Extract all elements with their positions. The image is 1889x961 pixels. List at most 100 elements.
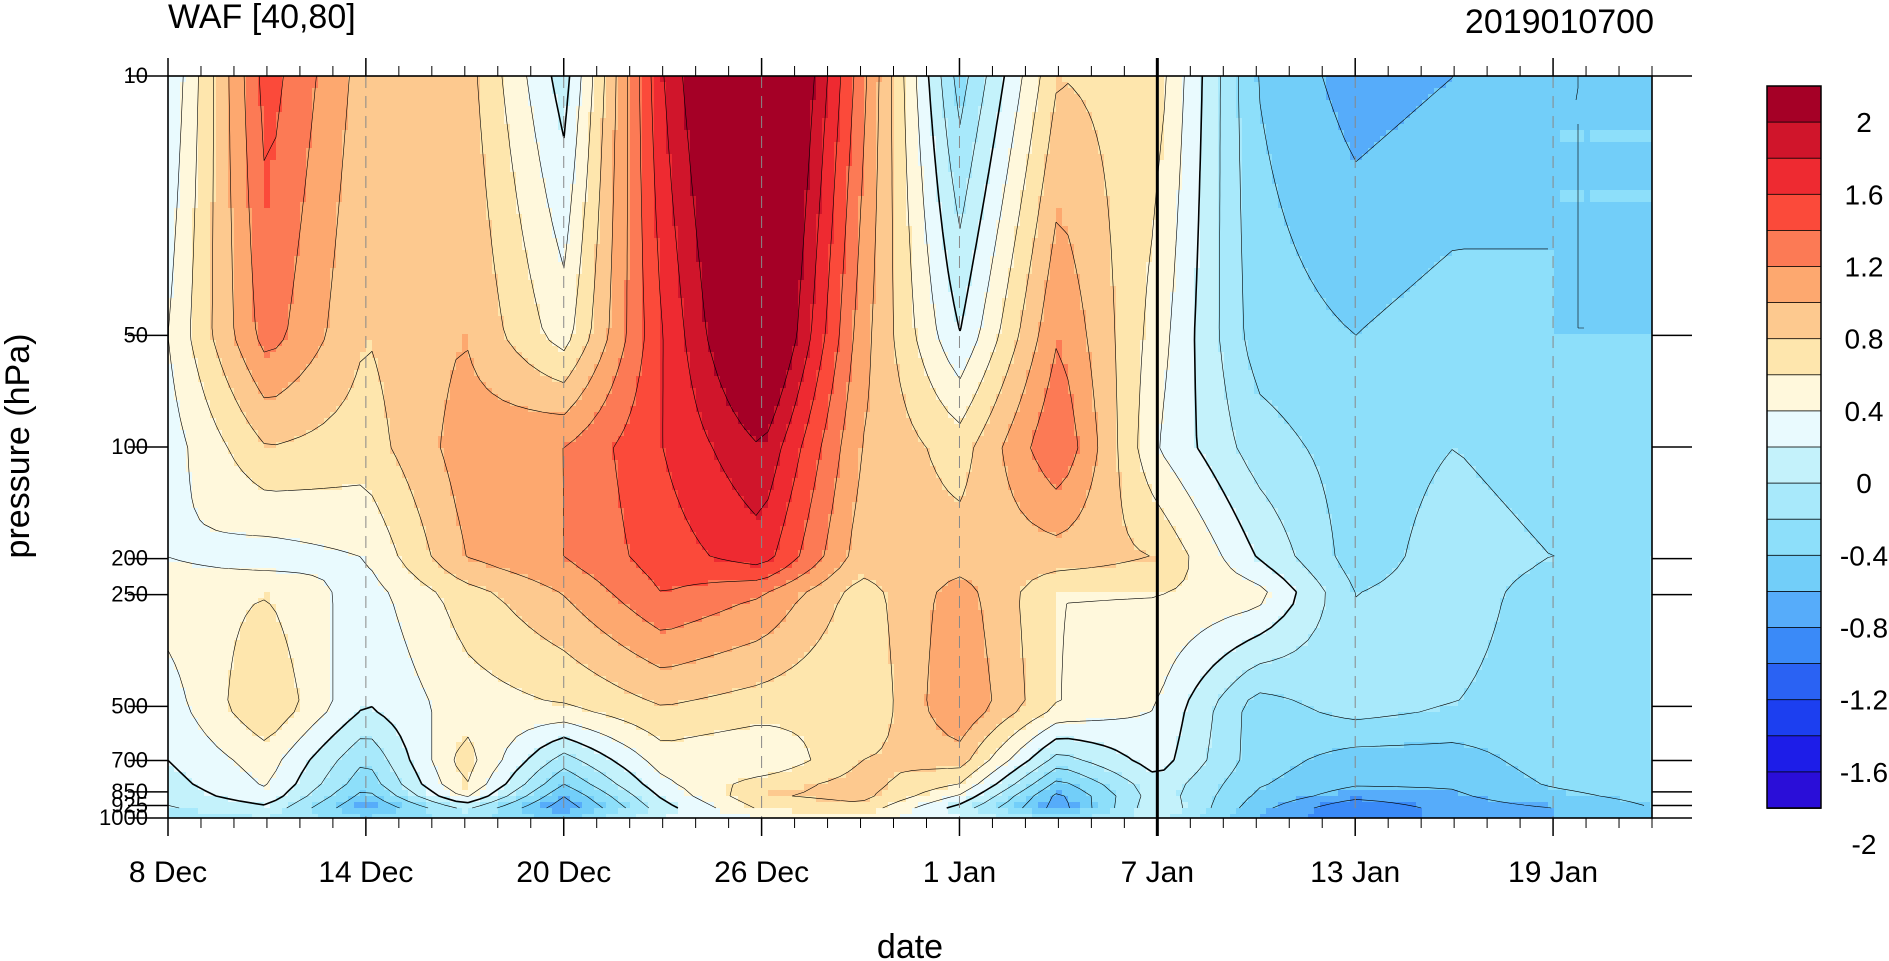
contour-cell xyxy=(204,172,211,179)
contour-cell xyxy=(396,184,403,191)
contour-cell xyxy=(828,154,835,161)
contour-cell xyxy=(408,184,415,191)
contour-cell xyxy=(1458,166,1465,173)
contour-cell xyxy=(1146,94,1153,101)
contour-cell xyxy=(276,148,283,155)
contour-cell xyxy=(420,112,427,119)
contour-cell xyxy=(1284,76,1291,83)
contour-cell xyxy=(924,142,931,149)
contour-cell xyxy=(258,76,265,83)
contour-cell xyxy=(438,88,445,95)
contour-cell xyxy=(1272,124,1279,131)
contour-cell xyxy=(870,112,877,119)
contour-cell xyxy=(432,130,439,137)
contour-cell xyxy=(1128,112,1135,119)
contour-cell xyxy=(468,148,475,155)
contour-cell xyxy=(1590,100,1597,107)
contour-cell xyxy=(612,88,619,95)
contour-cell xyxy=(1086,136,1093,143)
contour-cell xyxy=(1638,88,1645,95)
contour-cell xyxy=(1194,100,1201,107)
contour-cell xyxy=(1044,160,1051,167)
contour-cell xyxy=(282,106,289,113)
contour-cell xyxy=(192,76,199,83)
contour-cell xyxy=(840,142,847,149)
contour-cell xyxy=(216,142,223,149)
contour-cell xyxy=(978,190,985,197)
contour-cell xyxy=(1038,130,1045,137)
contour-cell xyxy=(1386,154,1393,161)
contour-cell xyxy=(366,184,373,191)
contour-cell xyxy=(1404,160,1411,167)
contour-cell xyxy=(1524,172,1531,179)
contour-cell xyxy=(1554,112,1561,119)
contour-cell xyxy=(996,154,1003,161)
contour-cell xyxy=(1050,166,1057,173)
contour-cell xyxy=(1050,82,1057,89)
contour-cell xyxy=(744,190,751,197)
contour-cell xyxy=(798,130,805,137)
contour-cell xyxy=(1056,178,1063,185)
contour-cell xyxy=(1110,136,1117,143)
contour-cell xyxy=(522,106,529,113)
contour-cell xyxy=(1632,178,1639,185)
contour-cell xyxy=(618,106,625,113)
contour-cell xyxy=(228,190,235,197)
contour-cell xyxy=(1632,118,1639,125)
contour-cell xyxy=(750,142,757,149)
contour-cell xyxy=(516,130,523,137)
contour-cell xyxy=(786,172,793,179)
contour-cell xyxy=(1092,82,1099,89)
contour-cell xyxy=(1122,178,1129,185)
contour-cell xyxy=(372,178,379,185)
contour-cell xyxy=(1140,154,1147,161)
contour-cell xyxy=(222,184,229,191)
contour-cell xyxy=(468,100,475,107)
contour-cell xyxy=(1470,136,1477,143)
contour-cell xyxy=(1398,130,1405,137)
contour-cell xyxy=(1428,124,1435,131)
contour-cell xyxy=(1428,112,1435,119)
contour-cell xyxy=(1284,124,1291,131)
contour-cell xyxy=(384,82,391,89)
contour-cell xyxy=(708,100,715,107)
contour-cell xyxy=(1248,100,1255,107)
contour-cell xyxy=(1458,112,1465,119)
contour-cell xyxy=(564,88,571,95)
contour-cell xyxy=(708,148,715,155)
contour-cell xyxy=(534,178,541,185)
contour-cell xyxy=(654,100,661,107)
contour-cell xyxy=(348,124,355,131)
contour-cell xyxy=(1134,160,1141,167)
contour-cell xyxy=(420,82,427,89)
contour-cell xyxy=(366,136,373,143)
contour-cell xyxy=(864,160,871,167)
contour-cell xyxy=(342,88,349,95)
contour-cell xyxy=(1500,94,1507,101)
contour-cell xyxy=(1584,124,1591,131)
contour-cell xyxy=(1296,148,1303,155)
contour-cell xyxy=(1050,100,1057,107)
contour-cell xyxy=(1068,166,1075,173)
contour-cell xyxy=(918,178,925,185)
contour-cell xyxy=(1386,124,1393,131)
contour-cell xyxy=(1092,154,1099,161)
contour-cell xyxy=(1380,178,1387,185)
contour-cell xyxy=(546,172,553,179)
contour-cell xyxy=(1602,124,1609,131)
contour-cell xyxy=(288,130,295,137)
contour-cell xyxy=(576,88,583,95)
contour-cell xyxy=(1266,118,1273,125)
contour-cell xyxy=(654,172,661,179)
contour-cell xyxy=(672,76,679,83)
contour-cell xyxy=(720,172,727,179)
contour-cell xyxy=(588,184,595,191)
contour-cell xyxy=(1146,76,1153,83)
contour-cell xyxy=(1626,160,1633,167)
contour-cell xyxy=(1122,136,1129,143)
contour-cell xyxy=(1290,190,1297,197)
contour-cell xyxy=(288,160,295,167)
contour-cell xyxy=(1536,76,1543,83)
contour-cell xyxy=(282,94,289,101)
contour-cell xyxy=(1014,76,1021,83)
